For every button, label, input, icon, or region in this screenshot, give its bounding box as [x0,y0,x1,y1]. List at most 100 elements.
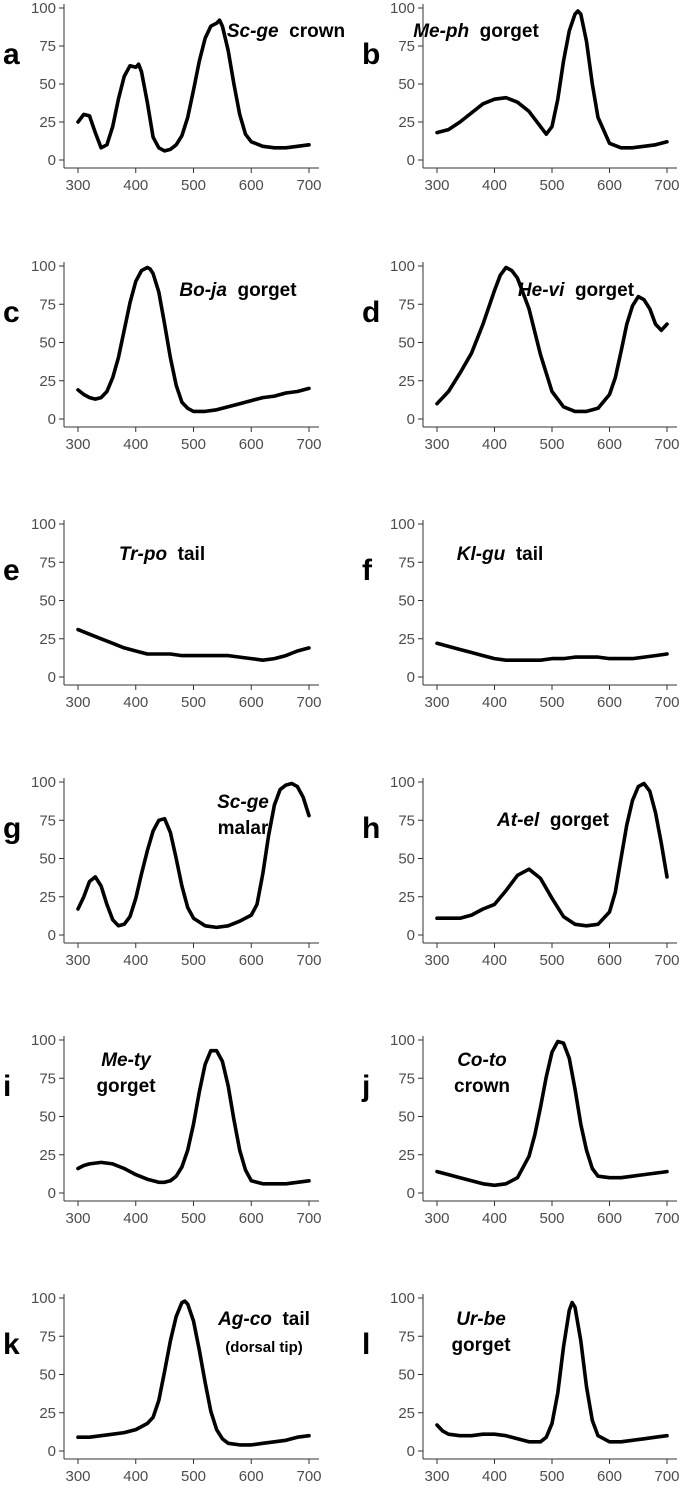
x-tick-label: 600 [239,436,264,453]
y-tick-label: 50 [398,1367,415,1384]
y-tick-label: 50 [39,335,56,352]
x-tick-label: 400 [123,177,148,194]
body-part: tail [505,544,543,565]
panel-letter: d [362,296,380,329]
spectrum-line [435,641,669,663]
x-tick-label: 300 [65,694,90,711]
y-tick-label: 0 [48,927,56,944]
y-tick-label: 0 [407,152,415,169]
x-tick-label: 700 [296,694,321,711]
spectrum-line [435,1300,669,1444]
x-tick-label: 500 [539,177,564,194]
panel-title: Ur-be [456,1309,506,1330]
y-tick-label: 25 [398,1405,415,1422]
y-tick-label: 75 [398,812,415,829]
y-tick-label: 75 [39,812,56,829]
x-tick-label: 300 [424,177,449,194]
x-tick-label: 600 [597,436,622,453]
x-tick-label: 700 [654,1210,679,1227]
panel-title: Me-ty [101,1050,152,1071]
panel-title: Me-ph gorget [413,21,539,42]
panel-letter: l [362,1328,370,1361]
spectrum-line [435,9,669,150]
x-tick-label: 300 [424,952,449,969]
body-part: gorget [564,280,634,301]
x-tick-label: 500 [181,1468,206,1485]
y-tick-label: 100 [31,258,56,275]
y-tick-label: 75 [39,1328,56,1345]
y-tick-label: 0 [407,1185,415,1202]
x-tick-label: 400 [482,177,507,194]
y-tick-label: 100 [31,1290,56,1307]
y-tick-label: 100 [390,1032,415,1049]
panel-h: 0 25 50 75 100 300 400 500 600 700 h At-el gorget [362,774,680,969]
panel-title: Bo-ja gorget [179,280,297,301]
x-tick-label: 700 [296,1468,321,1485]
y-tick-label: 25 [39,1147,56,1164]
x-tick-label: 600 [597,694,622,711]
panel-title: Tr-po tail [119,544,205,565]
y-tick-label: 50 [398,593,415,610]
species-code: He-vi [518,280,565,301]
x-tick-label: 600 [597,177,622,194]
y-tick-label: 50 [39,76,56,93]
panel-letter: i [3,1070,11,1103]
spectrum-line [435,1039,669,1188]
y-tick-label: 25 [398,889,415,906]
x-tick-label: 400 [482,1210,507,1227]
x-tick-label: 700 [296,952,321,969]
y-tick-label: 75 [39,1070,56,1087]
panel-c: 0 25 50 75 100 300 400 500 600 700 c Bo-ja gorget [3,258,322,453]
panel-title: Kl-gu tail [457,544,544,565]
spectrum-line [76,265,311,414]
panel-title: Sc-ge crown [227,21,345,42]
panel-title: Ag-co tail [217,1309,310,1330]
y-tick-label: 100 [390,258,415,275]
panel-title: He-vi gorget [518,280,635,301]
body-part: gorget [469,21,539,42]
species-code: Ag-co [217,1309,272,1330]
y-tick-label: 0 [407,411,415,428]
species-code: At-el [496,810,540,831]
spectrum-line [76,627,311,663]
x-tick-label: 600 [239,177,264,194]
y-tick-label: 75 [398,38,415,55]
x-tick-label: 700 [296,177,321,194]
x-tick-label: 400 [482,952,507,969]
panel-letter: j [361,1070,370,1103]
panel-letter: c [3,296,20,329]
spectrum-line [76,18,311,153]
species-code: Me-ty [101,1050,152,1071]
y-tick-label: 50 [39,593,56,610]
species-code: Bo-ja [179,280,227,301]
y-tick-label: 75 [398,554,415,571]
y-tick-label: 25 [39,373,56,390]
panel-letter: g [3,812,21,845]
y-tick-label: 50 [398,335,415,352]
x-tick-label: 400 [123,694,148,711]
body-part: gorget [539,810,609,831]
x-tick-label: 300 [424,1468,449,1485]
y-tick-label: 100 [31,1032,56,1049]
panel-subtitle: (dorsal tip) [225,1339,303,1356]
x-tick-label: 700 [654,952,679,969]
x-tick-label: 400 [123,952,148,969]
y-tick-label: 50 [398,76,415,93]
y-tick-label: 75 [398,1328,415,1345]
x-tick-label: 600 [239,1210,264,1227]
y-tick-label: 25 [39,114,56,131]
x-tick-label: 300 [65,1468,90,1485]
x-tick-label: 600 [597,952,622,969]
species-code: Tr-po [119,544,167,565]
x-tick-label: 500 [181,177,206,194]
x-tick-label: 300 [65,1210,90,1227]
x-tick-label: 500 [539,694,564,711]
y-tick-label: 75 [39,554,56,571]
y-tick-label: 100 [31,516,56,533]
body-part: gorget [451,1335,511,1356]
y-tick-label: 0 [48,1443,56,1460]
x-tick-label: 300 [65,177,90,194]
panel-e: 0 25 50 75 100 300 400 500 600 700 e Tr-po tail [3,516,322,711]
x-tick-label: 600 [597,1468,622,1485]
